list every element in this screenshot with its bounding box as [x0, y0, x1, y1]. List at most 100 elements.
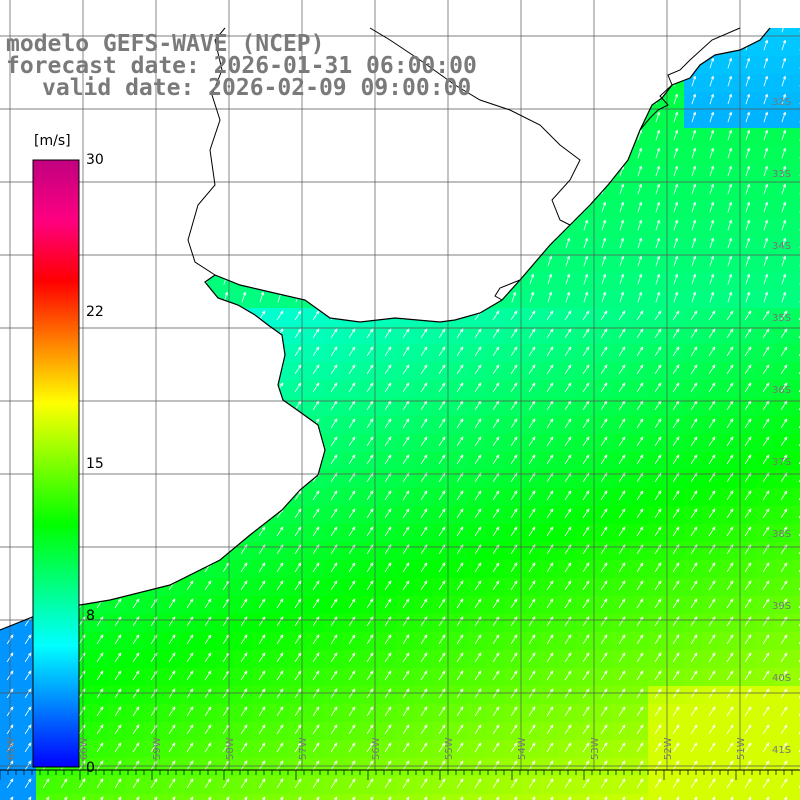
- wind-arrow: [763, 129, 769, 141]
- wind-arrow: [169, 147, 175, 159]
- wind-cell: [216, 344, 235, 363]
- wind-arrow: [276, 562, 284, 573]
- wind-arrow: [781, 129, 787, 141]
- wind-arrow: [582, 724, 590, 735]
- wind-arrow: [582, 778, 590, 789]
- wind-arrow: [492, 724, 500, 735]
- wind-arrow: [763, 39, 769, 51]
- wind-cell: [414, 794, 433, 800]
- wind-arrow: [6, 796, 14, 800]
- wind-arrow: [654, 382, 662, 393]
- wind-arrow: [690, 346, 698, 357]
- wind-arrow: [24, 400, 32, 411]
- wind-arrow: [402, 778, 410, 789]
- wind-arrow: [348, 364, 356, 375]
- wind-arrow: [385, 255, 391, 267]
- wind-arrow: [114, 508, 122, 519]
- wind-cell: [342, 146, 361, 165]
- wind-arrow: [708, 796, 716, 800]
- wind-arrow: [474, 454, 482, 465]
- wind-cell: [522, 182, 541, 201]
- wind-cell: [540, 164, 559, 183]
- wind-arrow: [708, 310, 716, 321]
- wind-cell: [486, 74, 505, 93]
- wind-arrow: [114, 346, 122, 357]
- wind-cell: [0, 506, 19, 525]
- wind-arrow: [204, 580, 212, 591]
- wind-arrow: [240, 364, 248, 375]
- wind-arrow: [511, 75, 517, 87]
- wind-cell: [792, 560, 800, 579]
- wind-arrow: [708, 562, 716, 573]
- wind-arrow: [420, 688, 428, 699]
- wind-arrow: [295, 147, 301, 159]
- wind-cell: [198, 416, 217, 435]
- wind-cell: [792, 776, 800, 795]
- wind-cell: [234, 416, 253, 435]
- wind-cell: [792, 596, 800, 615]
- wind-arrow: [600, 454, 608, 465]
- wind-arrow: [258, 418, 266, 429]
- wind-arrow: [619, 28, 625, 33]
- wind-arrow: [618, 580, 626, 591]
- wind-cell: [558, 128, 577, 147]
- wind-arrow: [420, 652, 428, 663]
- wind-arrow: [168, 418, 176, 429]
- wind-cell: [486, 290, 505, 309]
- wind-arrow: [61, 147, 67, 159]
- wind-arrow: [349, 201, 355, 213]
- wind-cell: [540, 128, 559, 147]
- wind-arrow: [708, 346, 716, 357]
- wind-arrow: [618, 310, 626, 321]
- wind-cell: [576, 38, 595, 57]
- wind-arrow: [96, 796, 104, 800]
- wind-arrow: [403, 147, 409, 159]
- wind-arrow: [709, 147, 715, 159]
- wind-arrow: [331, 201, 337, 213]
- wind-cell: [504, 128, 523, 147]
- wind-arrow: [492, 346, 500, 357]
- wind-arrow: [96, 634, 104, 645]
- wind-cell: [648, 56, 667, 75]
- wind-cell: [540, 74, 559, 93]
- wind-cell: [90, 416, 109, 435]
- wind-arrow: [600, 382, 608, 393]
- wind-arrow: [673, 237, 679, 249]
- wind-cell: [180, 524, 199, 543]
- wind-arrow: [726, 310, 734, 321]
- wind-arrow: [151, 111, 157, 123]
- wind-arrow: [366, 436, 374, 447]
- wind-arrow: [529, 183, 535, 195]
- wind-arrow: [475, 129, 481, 141]
- wind-cell: [54, 110, 73, 129]
- wind-arrow: [114, 418, 122, 429]
- wind-arrow: [780, 760, 788, 771]
- wind-cell: [108, 578, 127, 597]
- wind-cell: [234, 236, 253, 255]
- wind-cell: [504, 794, 523, 800]
- wind-arrow: [744, 454, 752, 465]
- wind-arrow: [582, 616, 590, 627]
- wind-arrow: [168, 454, 176, 465]
- wind-arrow: [169, 273, 175, 285]
- wind-arrow: [294, 652, 302, 663]
- wind-arrow: [421, 111, 427, 123]
- wind-arrow: [258, 526, 266, 537]
- wind-arrow: [186, 328, 194, 339]
- wind-arrow: [744, 580, 752, 591]
- wind-cell: [216, 308, 235, 327]
- wind-arrow: [744, 652, 752, 663]
- wind-arrow: [474, 490, 482, 501]
- wind-cell: [144, 488, 163, 507]
- wind-arrow: [582, 346, 590, 357]
- wind-arrow: [619, 201, 625, 213]
- wind-cell: [414, 290, 433, 309]
- wind-arrow: [763, 183, 769, 195]
- wind-arrow: [421, 291, 427, 303]
- lon-label-54w: 54W: [517, 737, 528, 760]
- wind-arrow: [672, 562, 680, 573]
- wind-arrow: [330, 364, 338, 375]
- wind-arrow: [510, 742, 518, 753]
- wind-arrow: [474, 418, 482, 429]
- wind-cell: [558, 794, 577, 800]
